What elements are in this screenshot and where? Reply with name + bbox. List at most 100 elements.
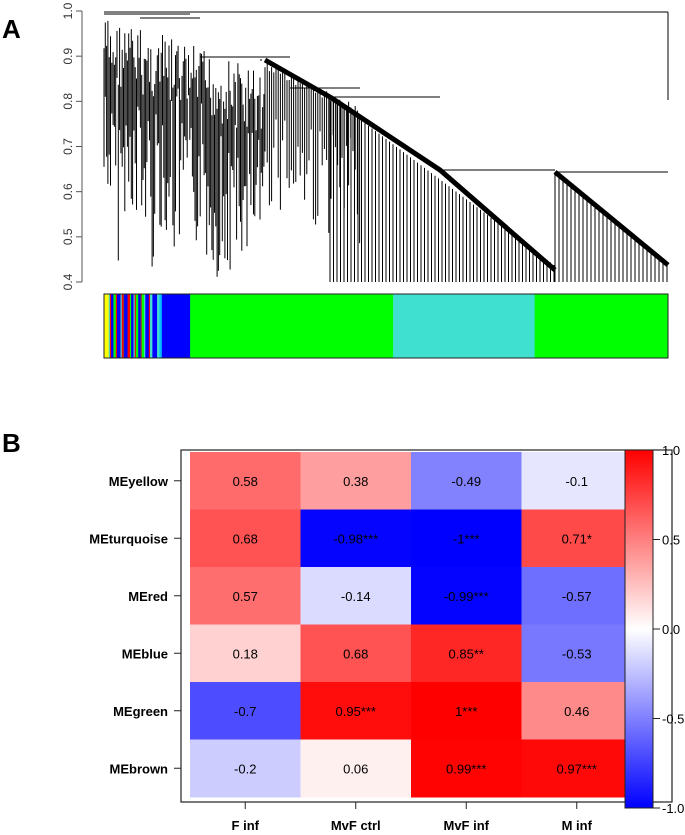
module-color-segment — [109, 294, 112, 358]
heatmap-cell — [411, 624, 522, 683]
heatmap-cell — [300, 509, 412, 568]
heatmap-cell — [411, 739, 522, 798]
heatmap-cell-label: 0.18 — [233, 646, 258, 661]
module-color-segment — [534, 294, 669, 358]
heatmap-cell — [190, 509, 301, 568]
heatmap-cell-label: -0.49 — [451, 474, 481, 489]
module-color-bar-frame — [103, 293, 669, 359]
heatmap-row-label: MEyellow — [109, 474, 169, 489]
module-color-segment — [140, 294, 143, 358]
dendrogram-y-tick-label: 0.9 — [61, 48, 75, 65]
heatmap-column-label: MvF inf — [444, 818, 490, 833]
module-color-segment — [127, 294, 131, 358]
heatmap-row-labels: MEyellow MEturquoise MEred MEblue MEgreen MEb… — [89, 474, 181, 776]
dendrogram-dense-band — [263, 57, 670, 272]
module-color-segment — [129, 294, 132, 358]
heatmap-cell-label: -0.1 — [566, 474, 588, 489]
panel-label-b: B — [2, 428, 21, 458]
module-color-segment — [134, 294, 137, 358]
heatmap-cell — [521, 452, 633, 510]
heatmap-cell — [300, 452, 412, 510]
module-color-bar — [103, 293, 669, 359]
heatmap-cell-label: 0.06 — [343, 761, 368, 776]
heatmap-cell-label: -0.57 — [562, 589, 592, 604]
module-color-segment — [393, 294, 535, 358]
panel-label-a: A — [2, 14, 21, 44]
heatmap-column-label: F inf — [232, 818, 260, 833]
heatmap-cell-label: -0.99*** — [444, 589, 489, 604]
heatmap-cell — [411, 682, 522, 740]
heatmap-cell-label: 1*** — [455, 704, 477, 719]
dendrogram-y-tick-label: 1.0 — [61, 2, 75, 19]
heatmap-cell — [190, 567, 301, 625]
heatmap-cell-label: 0.57 — [233, 589, 258, 604]
module-color-segment — [108, 294, 111, 358]
heatmap-row-label: MEbrown — [110, 761, 169, 776]
dendrogram-y-tick-label: 0.8 — [61, 93, 75, 110]
dendrogram-y-tick-label: 0.4 — [61, 273, 75, 290]
heatmap-row-label: MEred — [128, 589, 168, 604]
heatmap-cell — [521, 624, 633, 683]
heatmap-cell-label: -0.53 — [562, 646, 592, 661]
module-color-segment — [190, 294, 394, 358]
heatmap-cell-label: 0.58 — [233, 474, 258, 489]
heatmap-cell-label: -0.2 — [234, 761, 256, 776]
heatmap-cell — [521, 567, 633, 625]
heatmap-cell — [190, 624, 301, 683]
dendrogram-branch — [103, 11, 669, 282]
colorbar-tick-label: 0.5 — [662, 533, 680, 548]
heatmap-cell-label: 0.97*** — [557, 761, 597, 776]
heatmap-cell — [521, 739, 633, 798]
heatmap-row-label: MEgreen — [113, 704, 168, 719]
colorbar-tick-label: -0.5 — [662, 712, 684, 727]
heatmap-cell — [300, 682, 412, 740]
heatmap-cell — [300, 739, 412, 798]
module-color-segment — [145, 294, 150, 358]
colorbar-ticks: 1.0 0.5 0.0 -0.5 -1.0 — [653, 443, 684, 816]
module-color-segment — [111, 294, 114, 358]
heatmap-cell-label: 0.95*** — [336, 704, 376, 719]
colorbar-tick-label: -1.0 — [662, 801, 684, 816]
module-color-segment — [113, 294, 117, 358]
heatmap-cell-label: -0.98*** — [333, 531, 378, 546]
heatmap-cell-label: 0.68 — [233, 531, 258, 546]
heatmap-cell — [521, 682, 633, 740]
module-color-segment — [159, 294, 163, 358]
heatmap-row-label: MEturquoise — [89, 531, 168, 546]
colorbar-tick-label: 0.0 — [662, 622, 680, 637]
dendrogram-y-tick-label: 0.6 — [61, 183, 75, 200]
heatmap-cell-label: 0.99*** — [446, 761, 486, 776]
heatmap-cell-label: 0.68 — [343, 646, 368, 661]
heatmap-cells: 0.58 0.38 -0.49 -0.1 0.68 -0.98*** -1*** 0.71* 0… — [190, 452, 633, 798]
module-color-segment — [133, 294, 135, 358]
heatmap-column-labels: F inf MvF ctrl MvF inf M inf — [232, 802, 593, 833]
module-color-segment — [131, 294, 134, 358]
heatmap-cell — [190, 452, 301, 510]
heatmap-cell-label: 0.38 — [343, 474, 368, 489]
module-color-segment — [152, 294, 158, 358]
heatmap-cell — [300, 567, 412, 625]
dendrogram-y-ticks: 0.4 0.5 0.6 0.7 0.8 0.9 1.0 — [61, 2, 82, 290]
module-color-segment — [124, 294, 128, 358]
heatmap-cell-label: -1*** — [453, 531, 480, 546]
module-color-segment — [135, 294, 139, 358]
heatmap-cell — [190, 682, 301, 740]
dendrogram-tree — [103, 11, 670, 282]
module-color-segment — [157, 294, 160, 358]
heatmap-column-label: MvF ctrl — [331, 818, 381, 833]
heatmap-frame — [180, 449, 673, 803]
heatmap-cell — [411, 452, 522, 510]
dendrogram-panel: 0.4 0.5 0.6 0.7 0.8 0.9 1.0 — [61, 2, 670, 290]
module-color-segment — [120, 294, 122, 358]
heatmap-cell — [300, 624, 412, 683]
heatmap-cell — [411, 509, 522, 568]
heatmap-panel: 0.58 0.38 -0.49 -0.1 0.68 -0.98*** -1*** 0.71* 0… — [89, 449, 673, 833]
module-color-segment — [161, 294, 191, 358]
heatmap-cell-label: 0.46 — [564, 704, 589, 719]
colorbar-tick-label: 1.0 — [662, 443, 680, 458]
heatmap-row-label: MEblue — [122, 646, 168, 661]
module-color-segment — [150, 294, 153, 358]
module-color-segment — [115, 294, 118, 358]
module-color-segment — [138, 294, 141, 358]
heatmap-cell — [521, 509, 633, 568]
